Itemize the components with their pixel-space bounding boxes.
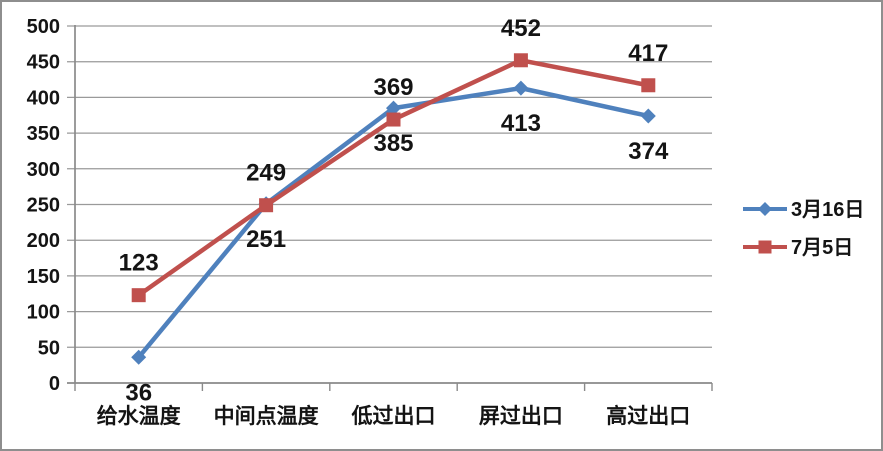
x-axis-category-label: 中间点温度 bbox=[214, 404, 319, 428]
y-axis-tick-label: 100 bbox=[27, 302, 60, 324]
y-axis-tick-label: 50 bbox=[38, 337, 60, 359]
series-marker-square bbox=[259, 198, 274, 213]
x-axis-category-label: 低过出口 bbox=[351, 404, 436, 428]
y-axis-tick-label: 350 bbox=[27, 123, 60, 145]
y-axis-tick-label: 250 bbox=[27, 195, 60, 217]
y-axis-tick-label: 450 bbox=[27, 52, 60, 74]
y-axis-tick-label: 300 bbox=[27, 159, 60, 181]
y-axis-tick-label: 0 bbox=[49, 373, 60, 395]
series-marker-diamond bbox=[513, 80, 529, 96]
legend-square-icon bbox=[758, 240, 772, 254]
series-marker-diamond bbox=[131, 349, 147, 365]
data-label: 417 bbox=[628, 40, 668, 67]
data-label: 385 bbox=[373, 130, 413, 157]
legend-label: 3月16日 bbox=[791, 199, 864, 221]
x-axis-category-label: 屏过出口 bbox=[479, 404, 563, 428]
series-line-blue bbox=[136, 85, 651, 360]
y-axis-tick-label: 400 bbox=[27, 87, 60, 109]
data-label: 413 bbox=[501, 110, 541, 137]
data-label: 452 bbox=[501, 15, 541, 42]
series-marker-square bbox=[513, 53, 528, 68]
x-axis-category-label: 给水温度 bbox=[97, 404, 181, 428]
data-label: 251 bbox=[246, 226, 286, 253]
data-label: 36 bbox=[125, 379, 152, 406]
series-marker-diamond bbox=[386, 100, 401, 116]
series-marker-square bbox=[386, 112, 401, 127]
series-marker-square bbox=[131, 288, 146, 303]
y-axis-tick-label: 150 bbox=[27, 266, 60, 288]
legend-label: 7月5日 bbox=[791, 237, 853, 259]
series-marker-diamond bbox=[640, 108, 656, 124]
x-axis-category-label: 高过出口 bbox=[606, 404, 690, 428]
data-label: 123 bbox=[119, 250, 159, 277]
series-marker-square bbox=[641, 78, 656, 93]
data-label: 249 bbox=[246, 160, 286, 187]
y-axis-tick-label: 200 bbox=[27, 230, 60, 252]
y-axis-tick-label: 500 bbox=[27, 16, 60, 38]
data-label: 374 bbox=[628, 138, 669, 165]
legend-diamond-icon bbox=[758, 202, 772, 216]
data-label: 369 bbox=[373, 74, 413, 101]
